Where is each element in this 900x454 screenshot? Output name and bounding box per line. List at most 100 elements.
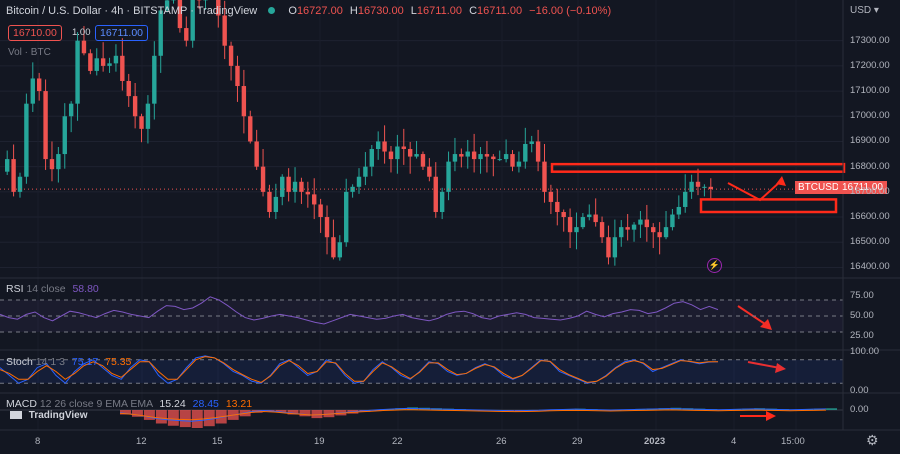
tradingview-logo[interactable]: TradingView bbox=[10, 410, 88, 421]
stoch-legend[interactable]: Stoch 14 1 3 75.17 75.35 bbox=[6, 356, 131, 368]
rsi-legend[interactable]: RSI 14 close 58.80 bbox=[6, 283, 99, 295]
candle-body bbox=[286, 176, 291, 192]
candle-body bbox=[382, 141, 387, 152]
candle-body bbox=[676, 206, 682, 215]
macd-histogram-bar bbox=[826, 408, 837, 410]
candle-body bbox=[606, 237, 611, 258]
last-price-symbol-tag: BTCUSD bbox=[795, 181, 843, 194]
candle-body bbox=[663, 227, 669, 238]
candle-body bbox=[567, 217, 573, 233]
settings-gear-icon[interactable]: ⚙ bbox=[866, 432, 879, 448]
candle-body bbox=[420, 154, 426, 167]
stoch-pane bbox=[0, 355, 843, 384]
candle-body bbox=[619, 227, 624, 238]
c-value: 16711.00 bbox=[477, 5, 523, 17]
candle-body bbox=[529, 141, 534, 144]
stoch-d-line bbox=[0, 356, 718, 383]
stoch-down-arrow-head bbox=[775, 363, 786, 373]
candle-body bbox=[657, 232, 662, 238]
candle-body bbox=[11, 159, 16, 192]
macd-legend[interactable]: MACD 12 26 close 9 EMA EMA 15.24 28.45 1… bbox=[6, 398, 252, 410]
spread-value: 1.00 bbox=[72, 27, 91, 38]
candle-body bbox=[100, 58, 106, 66]
time-tick-label: 8 bbox=[35, 436, 41, 447]
stoch-label: Stoch bbox=[6, 356, 33, 368]
l-label: L bbox=[410, 5, 417, 17]
pane-separators bbox=[0, 0, 900, 431]
rsi-params: 14 close bbox=[26, 283, 66, 295]
candle-body bbox=[331, 237, 336, 258]
macd-value-1: 15.24 bbox=[159, 398, 186, 410]
candle-body bbox=[459, 154, 464, 157]
candle-body bbox=[24, 103, 29, 177]
h-label: H bbox=[349, 5, 358, 17]
candle-body bbox=[574, 227, 579, 233]
macd-params: 12 26 close 9 EMA EMA bbox=[39, 398, 153, 410]
candle-body bbox=[580, 217, 586, 228]
candle-body bbox=[638, 219, 643, 225]
buy-button[interactable]: 16711.00 bbox=[95, 25, 149, 41]
candle-body bbox=[280, 176, 285, 197]
macd-histogram-bar bbox=[287, 410, 299, 415]
candle-body bbox=[599, 222, 605, 238]
rsi-down-arrow-head bbox=[760, 319, 772, 330]
candle-body bbox=[164, 0, 170, 11]
candle-body bbox=[478, 154, 483, 160]
sell-button[interactable]: 16710.00 bbox=[8, 25, 62, 41]
candle-body bbox=[369, 149, 374, 167]
candle-body bbox=[452, 154, 458, 162]
time-tick-label: 29 bbox=[572, 436, 583, 447]
rsi-band bbox=[0, 300, 843, 332]
l-value: 16711.00 bbox=[416, 5, 462, 17]
rsi-tick-label: 25.00 bbox=[850, 330, 874, 341]
currency-selector[interactable]: USD ▾ bbox=[850, 5, 879, 16]
candle-body bbox=[631, 224, 637, 230]
candle-body bbox=[68, 103, 74, 117]
stoch-down-arrow bbox=[747, 361, 781, 369]
change-value: −16.00 (−0.10%) bbox=[529, 5, 612, 17]
candle-body bbox=[17, 176, 23, 192]
candle-body bbox=[516, 161, 522, 167]
candle-body bbox=[395, 146, 400, 160]
candle-body bbox=[561, 212, 566, 218]
volume-label[interactable]: Vol · BTC bbox=[8, 47, 51, 58]
forecast-arrow bbox=[727, 179, 783, 202]
time-tick-label: 19 bbox=[314, 436, 325, 447]
stoch-tick-label: 100.00 bbox=[850, 346, 880, 357]
macd-histogram-bar bbox=[311, 410, 323, 419]
price-tick-label: 16500.00 bbox=[850, 236, 890, 248]
symbol-title[interactable]: Bitcoin / U.S. Dollar · 4h · BITSTAMP · … bbox=[6, 5, 611, 17]
candle-body bbox=[145, 103, 151, 129]
macd-value-3: 13.21 bbox=[225, 398, 253, 410]
candle-body bbox=[36, 78, 42, 92]
last-price-value-tag: 16711.00 bbox=[838, 181, 887, 194]
price-tick-label: 16400.00 bbox=[850, 261, 890, 273]
candle-body bbox=[190, 0, 195, 41]
stoch-tick-label: 0.00 bbox=[850, 385, 869, 396]
macd-histogram-bar bbox=[275, 410, 287, 413]
candle-body bbox=[465, 151, 470, 157]
rsi-value: 58.80 bbox=[72, 283, 99, 295]
candle-body bbox=[30, 78, 35, 104]
support-box bbox=[699, 198, 838, 214]
candle-body bbox=[542, 161, 547, 192]
candle-body bbox=[94, 58, 99, 71]
price-tick-label: 16800.00 bbox=[850, 160, 890, 172]
market-status-dot-icon bbox=[268, 7, 276, 14]
candle-body bbox=[651, 227, 656, 233]
candle-body bbox=[587, 214, 592, 218]
candle-body bbox=[260, 166, 266, 192]
candle-body bbox=[267, 191, 272, 213]
rsi-tick-label: 75.00 bbox=[850, 290, 874, 301]
candle-body bbox=[228, 45, 234, 66]
candle-body bbox=[56, 154, 61, 170]
candle-body bbox=[414, 154, 419, 157]
price-tick-label: 17200.00 bbox=[850, 59, 890, 71]
candle-body bbox=[113, 55, 119, 64]
chevron-down-icon: ▾ bbox=[873, 5, 879, 16]
lightning-icon[interactable]: ⚡ bbox=[707, 258, 722, 273]
currency-label: USD bbox=[850, 5, 872, 16]
candle-body bbox=[433, 176, 438, 213]
price-tick-label: 16600.00 bbox=[850, 211, 890, 223]
